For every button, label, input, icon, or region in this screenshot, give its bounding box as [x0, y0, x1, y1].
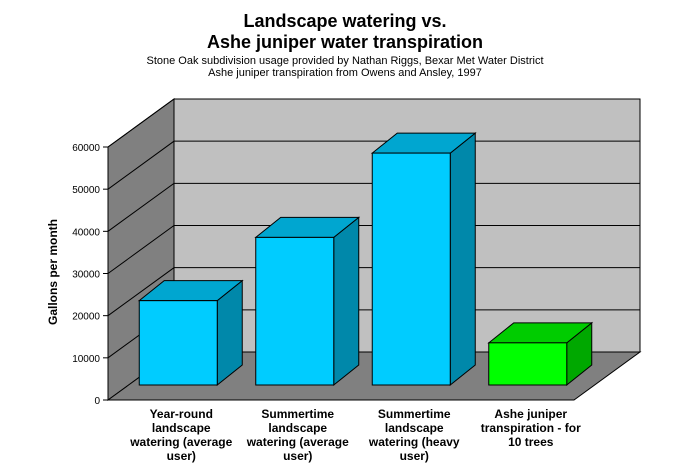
bars: [137, 132, 594, 387]
y-tick-label: 0: [94, 396, 100, 407]
bar: [487, 321, 594, 387]
bar-front: [138, 300, 218, 386]
chart-title-line: Landscape watering vs.: [243, 11, 446, 31]
x-tick-label: watering (average: [129, 435, 232, 449]
bar-front: [371, 152, 451, 386]
x-tick-label: Year-round: [150, 407, 213, 421]
chart-subtitle-line: Stone Oak subdivision usage provided by …: [147, 55, 544, 67]
x-tick-label: transpiration - for: [481, 421, 581, 435]
chart-subtitle: Stone Oak subdivision usage provided by …: [147, 55, 544, 79]
bar-front: [488, 342, 568, 386]
x-tick-label: landscape: [385, 421, 444, 435]
x-tick-label: watering (heavy: [368, 435, 460, 449]
y-tick-label: 60000: [72, 143, 100, 154]
chart-title-line: Ashe juniper water transpiration: [207, 32, 483, 52]
x-tick-label: 10 trees: [508, 435, 554, 449]
gridline: [107, 140, 640, 190]
bar-side: [449, 132, 476, 387]
bar-side: [333, 216, 360, 387]
x-tick-label: user): [283, 449, 312, 463]
gridline: [107, 225, 640, 274]
x-tick-label: user): [400, 449, 429, 463]
x-tick-label: landscape: [152, 421, 211, 435]
x-tick-label: user): [167, 449, 196, 463]
chart-subtitle-line: Ashe juniper transpiration from Owens an…: [208, 67, 482, 79]
gridline: [107, 98, 640, 148]
y-axis-ticks: 0 10000 20000 30000 40000 50000 60000: [72, 143, 109, 407]
chart-title: Landscape watering vs.Ashe juniper water…: [207, 11, 483, 52]
gridline: [107, 182, 640, 232]
y-axis-label: Gallons per month: [46, 219, 60, 325]
y-tick-label: 20000: [72, 312, 100, 323]
bar-front: [255, 236, 335, 386]
y-tick-label: 30000: [72, 270, 100, 281]
x-tick-label: landscape: [268, 421, 327, 435]
y-tick-label: 40000: [72, 227, 100, 238]
y-tick-label: 50000: [72, 185, 100, 196]
gridline: [107, 267, 640, 317]
x-tick-label: Summertime: [261, 407, 334, 421]
bar: [254, 216, 361, 387]
x-tick-label: Summertime: [378, 407, 451, 421]
bar: [370, 132, 477, 387]
bar: [137, 279, 244, 387]
x-tick-label: watering (average: [246, 435, 349, 449]
y-tick-label: 10000: [72, 354, 100, 365]
x-tick-label: Ashe juniper: [494, 407, 567, 421]
